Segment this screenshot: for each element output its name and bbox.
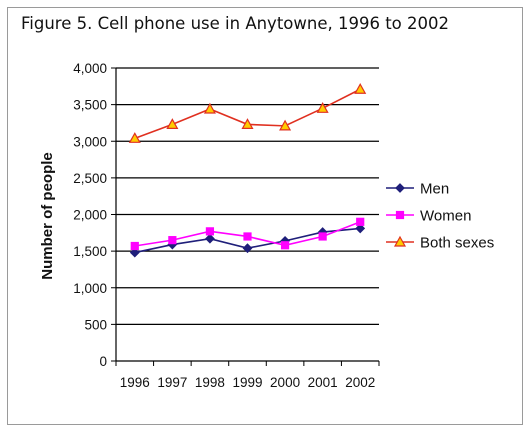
data-point-women xyxy=(168,236,177,245)
legend-item-men: Men xyxy=(386,181,449,198)
legend-marker-both-sexes xyxy=(393,235,407,247)
data-point-men xyxy=(355,223,366,234)
y-tick-label: 3,500 xyxy=(73,98,107,113)
x-tick-label: 2002 xyxy=(345,375,375,390)
series-both-sexes xyxy=(128,83,367,143)
series-line-both-sexes xyxy=(134,88,361,140)
data-point-men xyxy=(129,247,140,258)
x-tick-label: 1996 xyxy=(120,375,150,390)
axes xyxy=(111,67,380,366)
data-point-women xyxy=(318,232,327,241)
data-point-both-sexes xyxy=(203,102,216,114)
data-point-both-sexes xyxy=(166,118,179,130)
x-tick-label: 2000 xyxy=(270,375,300,390)
gridlines xyxy=(116,67,379,325)
legend-label-both-sexes: Both sexes xyxy=(420,235,494,252)
series-layer xyxy=(128,83,367,258)
y-tick-label: 2,500 xyxy=(73,171,107,186)
legend-item-women: Women xyxy=(386,208,471,225)
data-point-both-sexes xyxy=(316,102,329,113)
y-tick-label: 3,000 xyxy=(73,134,107,149)
y-axis-label: Number of people xyxy=(39,152,56,280)
chart-frame xyxy=(7,7,523,425)
x-tick-label: 2001 xyxy=(308,375,338,390)
data-point-women xyxy=(280,241,290,250)
data-point-men xyxy=(242,243,253,254)
data-point-women xyxy=(356,217,365,226)
y-tick-label: 1,000 xyxy=(73,281,107,296)
y-tick-labels: 0 500 1,000 1,500 2,000 2,500 3,000 3,500 4,000 xyxy=(73,61,107,369)
legend: Men Women Both sexes xyxy=(386,181,494,252)
data-point-both-sexes xyxy=(354,83,367,94)
x-tick-label: 1998 xyxy=(195,375,225,390)
y-tick-label: 4,000 xyxy=(73,61,107,76)
data-point-women xyxy=(243,232,252,241)
x-tick-label: 1997 xyxy=(157,375,187,390)
data-point-both-sexes xyxy=(241,118,254,130)
chart-title: Figure 5. Cell phone use in Anytowne, 19… xyxy=(21,14,450,33)
y-tick-label: 2,000 xyxy=(73,208,107,223)
x-tick-labels: 1996 1997 1998 1999 2000 2001 2002 xyxy=(120,375,375,390)
data-point-men xyxy=(205,233,215,244)
y-tick-label: 1,500 xyxy=(73,244,107,259)
data-point-women xyxy=(130,241,139,251)
y-tick-label: 0 xyxy=(99,354,107,369)
legend-marker-men xyxy=(395,183,405,193)
legend-marker-women xyxy=(395,210,405,220)
series-women xyxy=(130,217,365,251)
data-point-women xyxy=(205,227,215,236)
x-tick-label: 1999 xyxy=(232,375,262,390)
legend-label-men: Men xyxy=(420,181,449,198)
legend-item-both-sexes: Both sexes xyxy=(386,235,494,252)
data-point-both-sexes xyxy=(128,132,141,143)
data-point-both-sexes xyxy=(279,119,292,131)
legend-label-women: Women xyxy=(420,208,471,225)
y-tick-label: 500 xyxy=(84,317,107,332)
